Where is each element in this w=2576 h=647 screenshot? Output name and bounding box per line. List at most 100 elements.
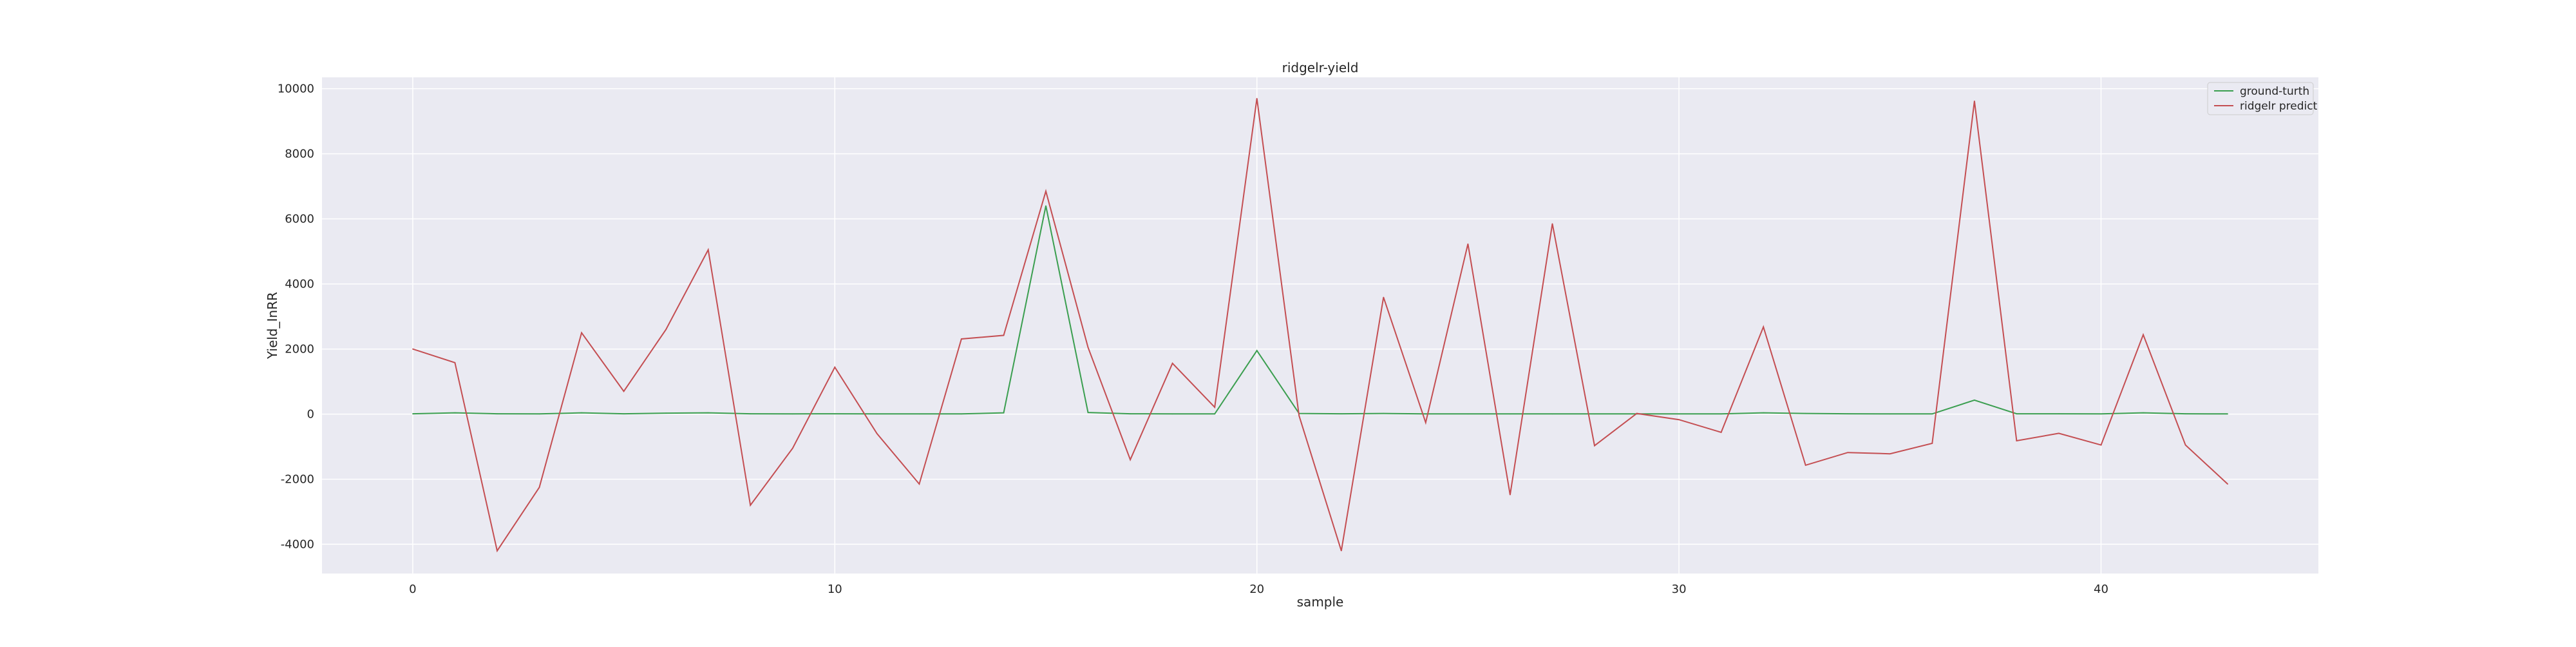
data-point-ridgelr-predict [2058, 432, 2060, 434]
data-point-ridgelr-predict [1425, 421, 1426, 423]
x-tick-label: 30 [1672, 583, 1687, 596]
data-point-ground-turth [2143, 412, 2144, 414]
data-point-ground-turth [1087, 412, 1089, 413]
legend-label-ground-turth: ground-turth [2240, 85, 2309, 98]
data-point-ground-turth [2058, 413, 2060, 414]
x-tick-label: 40 [2094, 583, 2108, 596]
data-point-ridgelr-predict [1256, 98, 1258, 99]
data-point-ridgelr-predict [2100, 444, 2102, 446]
y-tick-label: 10000 [278, 82, 314, 96]
y-tick-label: 4000 [285, 278, 314, 291]
data-point-ridgelr-predict [1551, 223, 1553, 225]
data-point-ground-turth [1551, 413, 1553, 415]
data-point-ground-turth [412, 413, 413, 414]
data-point-ground-turth [2100, 413, 2102, 415]
data-point-ground-turth [750, 413, 752, 414]
data-point-ridgelr-predict [791, 447, 793, 449]
data-point-ridgelr-predict [538, 487, 540, 488]
y-tick-label: 8000 [285, 148, 314, 161]
x-tick-label: 0 [409, 583, 416, 596]
data-point-ridgelr-predict [665, 329, 667, 331]
data-point-ridgelr-predict [707, 249, 709, 251]
data-point-ground-turth [1130, 413, 1131, 414]
data-point-ridgelr-predict [1298, 415, 1300, 416]
data-point-ground-turth [961, 413, 962, 415]
y-tick-label: 6000 [285, 213, 314, 226]
plot-background [322, 77, 2318, 574]
data-point-ground-turth [2227, 413, 2228, 415]
data-point-ground-turth [623, 413, 625, 414]
data-point-ground-turth [918, 413, 920, 415]
data-point-ground-turth [1340, 413, 1342, 414]
series-line-ridgelr-predict [412, 98, 2228, 553]
data-point-ground-turth [1763, 412, 1764, 414]
tick-layer: 0 10 20 30 40 -4000 -2000 0 2000 4000 6000 8000 1000… [278, 82, 2108, 596]
data-point-ground-turth [1931, 413, 1933, 415]
data-point-ridgelr-predict [1974, 101, 1975, 102]
chart-title: ridgelr-yield [1282, 60, 1359, 75]
data-point-ridgelr-predict [961, 338, 962, 340]
data-point-ridgelr-predict [1130, 459, 1131, 461]
y-tick-label: 0 [307, 408, 314, 421]
data-point-ground-turth [1847, 413, 1849, 414]
data-point-ground-turth [707, 412, 709, 414]
x-tick-label: 10 [828, 583, 842, 596]
data-point-ground-turth [2184, 413, 2186, 414]
data-point-ground-turth [1974, 400, 1975, 401]
data-point-ridgelr-predict [1467, 243, 1469, 245]
data-point-ridgelr-predict [1889, 453, 1891, 454]
data-point-ridgelr-predict [2016, 440, 2018, 441]
data-point-ground-turth [454, 412, 456, 414]
grid-layer [322, 77, 2318, 574]
data-point-ground-turth [665, 412, 667, 414]
data-point-ridgelr-predict [2227, 483, 2228, 485]
data-point-ground-turth [1467, 413, 1469, 415]
data-point-ridgelr-predict [1003, 334, 1005, 336]
data-point-ridgelr-predict [1510, 494, 1511, 496]
data-point-ground-turth [791, 413, 793, 415]
data-point-ground-turth [2016, 413, 2018, 414]
data-point-ridgelr-predict [1720, 432, 1722, 433]
data-point-ridgelr-predict [2184, 444, 2186, 446]
data-point-ground-turth [1256, 350, 1258, 351]
data-point-ground-turth [1425, 413, 1426, 415]
series-line-ground-turth [412, 206, 2228, 415]
data-point-ground-turth [1383, 412, 1385, 414]
data-point-ground-turth [1678, 413, 1680, 415]
data-point-ground-turth [497, 413, 498, 414]
data-point-ground-turth [1804, 412, 1806, 414]
legend: ground-turth ridgelr predict [2207, 82, 2318, 115]
data-point-ground-turth [1594, 413, 1595, 415]
data-point-ridgelr-predict [454, 362, 456, 363]
y-axis-title: Yield_InRR [265, 292, 280, 360]
data-point-ridgelr-predict [1340, 550, 1342, 552]
data-point-ridgelr-predict [581, 332, 582, 334]
data-point-ridgelr-predict [1045, 190, 1046, 192]
data-point-ground-turth [581, 412, 582, 414]
data-point-ridgelr-predict [834, 367, 836, 368]
data-point-ground-turth [1889, 413, 1891, 415]
data-point-ridgelr-predict [750, 505, 752, 506]
data-point-ridgelr-predict [1678, 419, 1680, 420]
data-point-ground-turth [876, 413, 878, 415]
data-point-ground-turth [1720, 413, 1722, 415]
data-point-ridgelr-predict [1087, 347, 1089, 348]
data-point-ground-turth [1214, 413, 1215, 415]
data-point-ridgelr-predict [623, 391, 625, 392]
data-point-ground-turth [1045, 205, 1046, 207]
data-point-ground-turth [538, 413, 540, 415]
data-point-ridgelr-predict [876, 433, 878, 434]
y-tick-label: 2000 [285, 343, 314, 356]
data-point-ridgelr-predict [1214, 407, 1215, 408]
data-point-ridgelr-predict [1847, 452, 1849, 453]
x-tick-label: 20 [1249, 583, 1264, 596]
data-point-ridgelr-predict [1171, 363, 1173, 364]
data-point-ridgelr-predict [1763, 326, 1764, 328]
legend-box [2207, 82, 2314, 115]
data-point-ridgelr-predict [2143, 334, 2144, 336]
data-point-ground-turth [834, 413, 836, 414]
y-tick-label: -4000 [281, 538, 314, 552]
data-point-ridgelr-predict [497, 550, 498, 552]
data-point-ridgelr-predict [918, 483, 920, 485]
